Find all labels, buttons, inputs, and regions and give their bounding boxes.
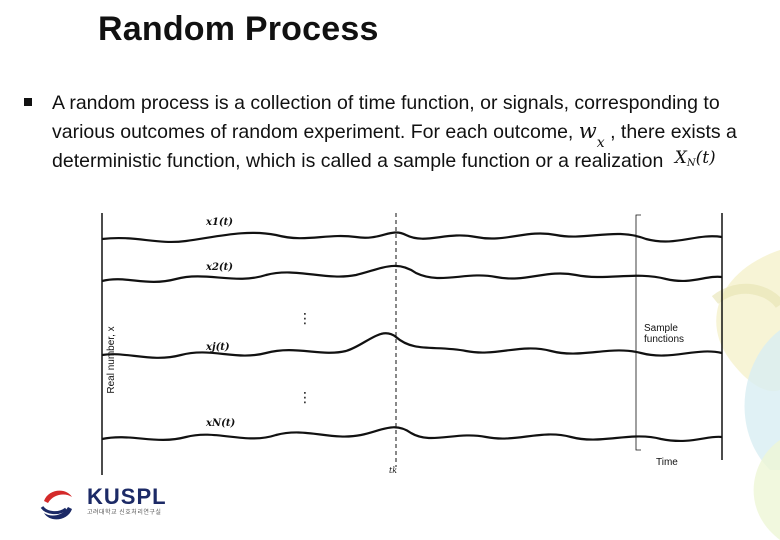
sample-functions-label-line-1: Sample: [644, 323, 678, 334]
ellipsis-lower: ⋮: [298, 390, 312, 406]
waveform-x1: [101, 231, 723, 244]
outcome-symbol: w: [578, 118, 597, 143]
logo-wordmark: KUSPL: [87, 484, 167, 509]
signal-label-xj: xj(t): [205, 342, 230, 353]
kuspl-logo-icon: [40, 489, 74, 521]
outcome-subscript: x: [596, 134, 605, 151]
bullet-text-part-1: A random process is a collection of time…: [52, 92, 720, 143]
sample-functions-label-line-2: functions: [644, 334, 684, 345]
realization-subscript: N: [686, 158, 696, 169]
bullet-square-icon: [22, 96, 34, 108]
bullet-text-part-2: , there exists a deterministic function,…: [52, 120, 737, 173]
time-label: Time: [656, 457, 678, 468]
sample-functions-figure: Real number, x x1(t) x2(t) xj(t) xN(t) ⋮…: [101, 213, 723, 475]
y-axis-label: Real number, x: [106, 326, 117, 393]
realization-x: X: [674, 148, 687, 168]
signal-label-x2: x2(t): [205, 262, 233, 273]
slide-title: Random Process: [98, 10, 379, 48]
realization-arg: (t): [695, 148, 716, 168]
signal-label-xn: xN(t): [205, 418, 235, 429]
waveform-xj: [101, 332, 723, 359]
ellipsis-upper: ⋮: [298, 311, 312, 327]
realization-symbol: XN(t): [674, 148, 716, 169]
waveform-x2: [101, 264, 723, 283]
signal-label-x1: x1(t): [205, 217, 233, 228]
tk-label: tk: [389, 466, 397, 475]
bullet-paragraph: A random process is a collection of time…: [52, 90, 772, 179]
logo-subtext: 고려대학교 신호처리연구실: [87, 510, 162, 516]
sample-functions-bracket: [635, 214, 641, 451]
waveform-xn: [101, 426, 723, 443]
